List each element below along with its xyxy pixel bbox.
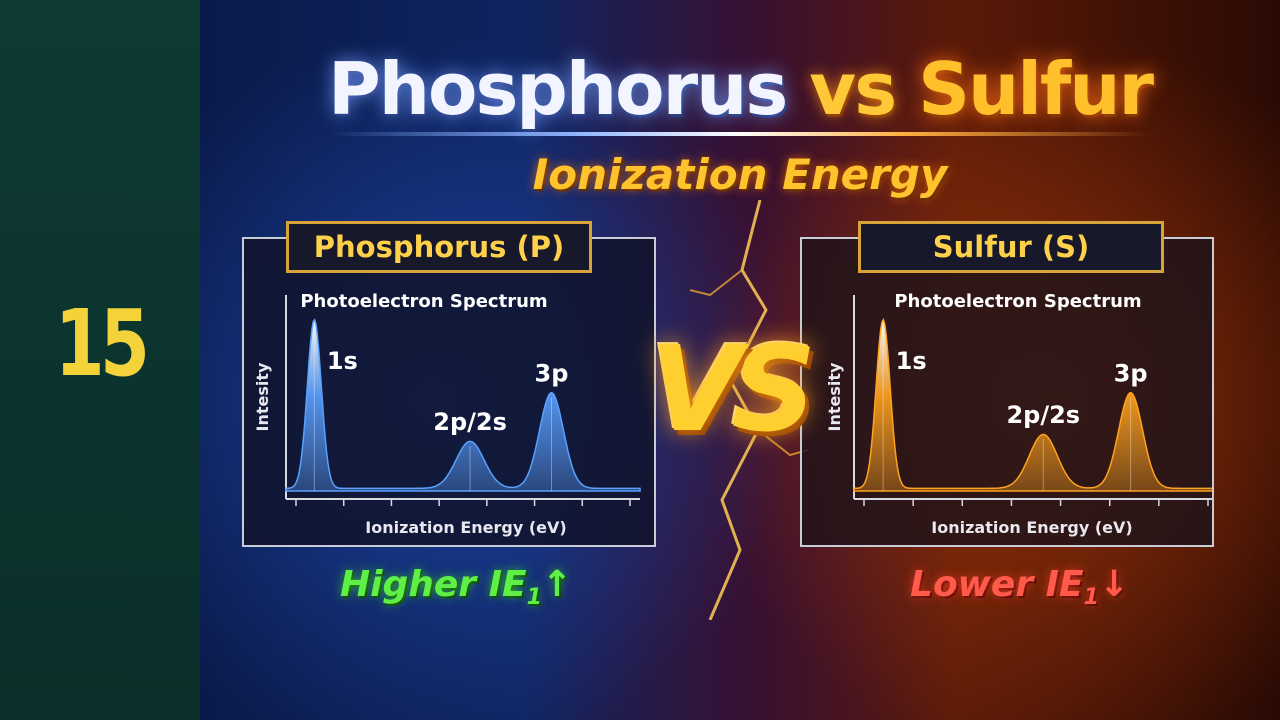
peak-label-1s: 1s [896,347,927,375]
arrow-up-icon: ↑ [541,564,573,605]
sulfur-heading: Sulfur (S) [858,221,1164,273]
peak-label-2p-2s: 2p/2s [1006,401,1080,429]
peak-label-3p: 3p [1114,359,1148,387]
slide-number-sidebar: 15 [0,0,200,720]
sulfur-ie-note: Lower IE1↓ [910,564,1129,610]
sulfur-panel: Photoelectron Spectrum Intesity Ionizati… [800,221,1214,547]
chart-title: Photoelectron Spectrum [894,291,1141,312]
slide-stage: Phosphorus vs Sulfur Ionization Energy P… [200,0,1280,720]
title-glow-divider [330,132,1150,136]
chart-title: Photoelectron Spectrum [300,291,547,312]
slide-number: 15 [54,290,150,397]
title-sulfur: Sulfur [918,47,1154,131]
sulfur-spectrum-chart: Photoelectron Spectrum Intesity Ionizati… [825,291,1212,537]
y-axis-title: Intesity [825,362,844,432]
note-subscript: 1 [526,585,542,611]
note-subscript: 1 [1083,585,1099,611]
phosphorus-spectrum-chart: Photoelectron Spectrum Intesity Ionizati… [253,291,641,537]
peak-label-2p-2s: 2p/2s [433,408,507,436]
phosphorus-ie-note: Higher IE1↑ [340,564,572,610]
peak-label-1s: 1s [327,347,358,375]
title-vs: vs [809,47,897,131]
spectrum-area [285,318,641,492]
phosphorus-panel: Photoelectron Spectrum Intesity Ionizati… [242,221,656,547]
note-text: Higher IE [340,564,527,605]
note-text: Lower IE [910,564,1084,605]
title-phosphorus: Phosphorus [327,47,788,131]
phosphorus-heading: Phosphorus (P) [286,221,592,273]
x-axis-title: Ionization Energy (eV) [365,518,566,537]
peak-label-3p: 3p [535,359,569,387]
y-axis-title: Intesity [253,362,272,432]
page-subtitle: Ionization Energy [532,150,948,199]
x-axis-title: Ionization Energy (eV) [931,518,1132,537]
spectrum-area [853,317,1212,492]
page-title: Phosphorus vs Sulfur [200,44,1280,134]
arrow-down-icon: ↓ [1098,564,1130,605]
vs-badge: VS [650,320,816,458]
